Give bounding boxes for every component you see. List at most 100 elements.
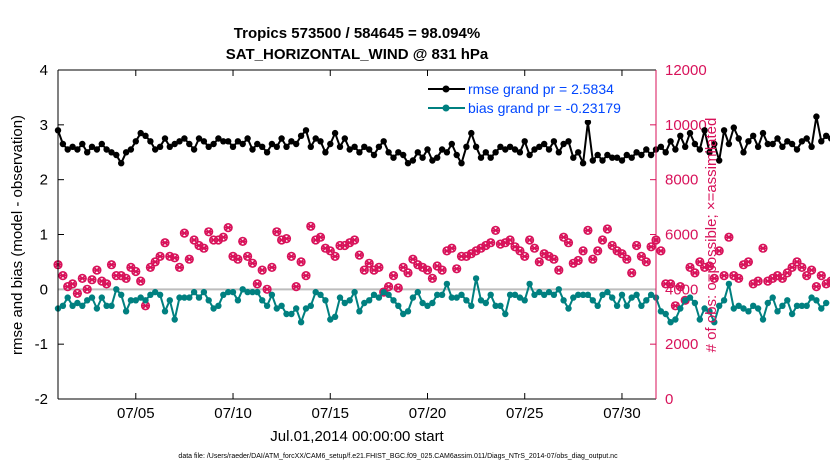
bias-point bbox=[366, 297, 373, 304]
obs-count-point bbox=[306, 221, 316, 231]
obs-count-point bbox=[656, 246, 666, 256]
x-tick-label: 07/20 bbox=[409, 405, 447, 422]
obs-count-point bbox=[588, 254, 598, 264]
rmse-point bbox=[351, 143, 358, 150]
obs-assimilated-marker bbox=[724, 233, 734, 241]
bias-point bbox=[122, 308, 130, 315]
obs-count-point bbox=[529, 243, 540, 253]
obs-count-point bbox=[768, 273, 778, 284]
obs-count-point bbox=[583, 225, 593, 235]
obs-count-point bbox=[174, 262, 185, 273]
obs-assimilated-marker bbox=[656, 247, 666, 255]
obs-assimilated-marker bbox=[204, 228, 213, 236]
obs-assimilated-marker bbox=[330, 252, 340, 261]
legend-rmse-marker bbox=[442, 85, 450, 93]
rmse-point bbox=[511, 146, 519, 153]
rmse-point bbox=[575, 149, 582, 156]
rmse-point bbox=[740, 149, 747, 156]
rmse-point bbox=[643, 146, 650, 153]
obs-count-point bbox=[267, 262, 277, 273]
obs-count-point bbox=[67, 279, 78, 289]
rmse-point bbox=[448, 140, 455, 148]
bias-point bbox=[356, 308, 363, 315]
obs-assimilated-marker bbox=[807, 266, 816, 274]
rmse-point bbox=[754, 143, 762, 150]
obs-assimilated-marker bbox=[238, 237, 247, 246]
rmse-point bbox=[122, 149, 130, 156]
bias-point bbox=[691, 299, 699, 307]
bias-point bbox=[103, 302, 110, 309]
rmse-point bbox=[268, 140, 276, 148]
right-y-tick-label: 10000 bbox=[665, 117, 707, 134]
obs-assimilated-marker bbox=[394, 284, 403, 292]
bias-point bbox=[84, 297, 91, 304]
right-y-tick-label: 0 bbox=[665, 391, 673, 408]
bias-point bbox=[161, 308, 169, 315]
bias-point bbox=[701, 305, 708, 312]
rmse-point bbox=[424, 146, 431, 153]
obs-count-point bbox=[101, 279, 112, 289]
obs-assimilated-marker bbox=[452, 265, 461, 273]
bias-point bbox=[584, 291, 592, 298]
rmse-point bbox=[108, 149, 115, 156]
bias-point bbox=[302, 305, 310, 312]
bias-point bbox=[589, 297, 596, 304]
bias-point bbox=[59, 302, 67, 309]
obs-count-point bbox=[374, 262, 384, 273]
bias-point bbox=[98, 294, 106, 301]
obs-assimilated-marker bbox=[272, 228, 281, 236]
obs-assimilated-marker bbox=[78, 274, 87, 283]
footnote: data file: /Users/raeder/DAI/ATM_forcXX/… bbox=[178, 453, 618, 460]
bias-point bbox=[288, 310, 295, 318]
bias-point bbox=[725, 280, 733, 288]
rmse-point bbox=[161, 135, 169, 142]
bias-point bbox=[730, 305, 737, 312]
rmse-point bbox=[380, 138, 387, 145]
obs-count-point bbox=[505, 235, 515, 245]
obs-count-point bbox=[524, 235, 535, 245]
obs-assimilated-marker bbox=[403, 269, 413, 277]
rmse-point bbox=[278, 135, 285, 142]
rmse-point bbox=[409, 157, 417, 164]
bias-point bbox=[594, 302, 601, 309]
rmse-point bbox=[793, 146, 801, 153]
obs-count-point bbox=[121, 273, 131, 284]
obs-count-point bbox=[364, 258, 374, 268]
obs-count-series bbox=[53, 221, 830, 311]
obs-count-point bbox=[719, 271, 729, 281]
obs-assimilated-marker bbox=[603, 225, 612, 233]
bias-point bbox=[273, 305, 280, 312]
obs-count-point bbox=[82, 284, 92, 294]
rmse-point bbox=[273, 143, 280, 150]
bias-point bbox=[443, 280, 451, 288]
rmse-point bbox=[788, 140, 796, 148]
obs-assimilated-marker bbox=[102, 280, 111, 288]
obs-assimilated-marker bbox=[374, 263, 384, 272]
obs-assimilated-marker bbox=[389, 271, 398, 280]
legend-box bbox=[426, 76, 654, 120]
bias-point bbox=[351, 288, 358, 296]
rmse-point bbox=[609, 154, 616, 161]
rmse-point bbox=[443, 149, 451, 156]
obs-count-point bbox=[622, 254, 632, 264]
obs-assimilated-marker bbox=[253, 280, 262, 288]
bias-point bbox=[190, 288, 198, 296]
bias-point bbox=[750, 302, 757, 309]
rmse-point bbox=[297, 132, 305, 139]
obs-count-point bbox=[131, 266, 141, 277]
obs-assimilated-marker bbox=[549, 255, 559, 263]
rmse-point bbox=[59, 140, 67, 148]
obs-count-point bbox=[554, 265, 564, 275]
obs-count-point bbox=[690, 268, 700, 278]
left-y-tick-label: -1 bbox=[35, 336, 48, 353]
bias-point bbox=[118, 291, 125, 298]
right-y-tick-label: 8000 bbox=[665, 172, 698, 189]
obs-count-point bbox=[520, 251, 530, 261]
rmse-point bbox=[400, 151, 407, 159]
obs-assimilated-marker bbox=[243, 252, 252, 261]
bias-point bbox=[93, 305, 101, 312]
rmse-point bbox=[137, 129, 144, 137]
rmse-point bbox=[195, 135, 203, 142]
rmse-point bbox=[774, 135, 781, 142]
